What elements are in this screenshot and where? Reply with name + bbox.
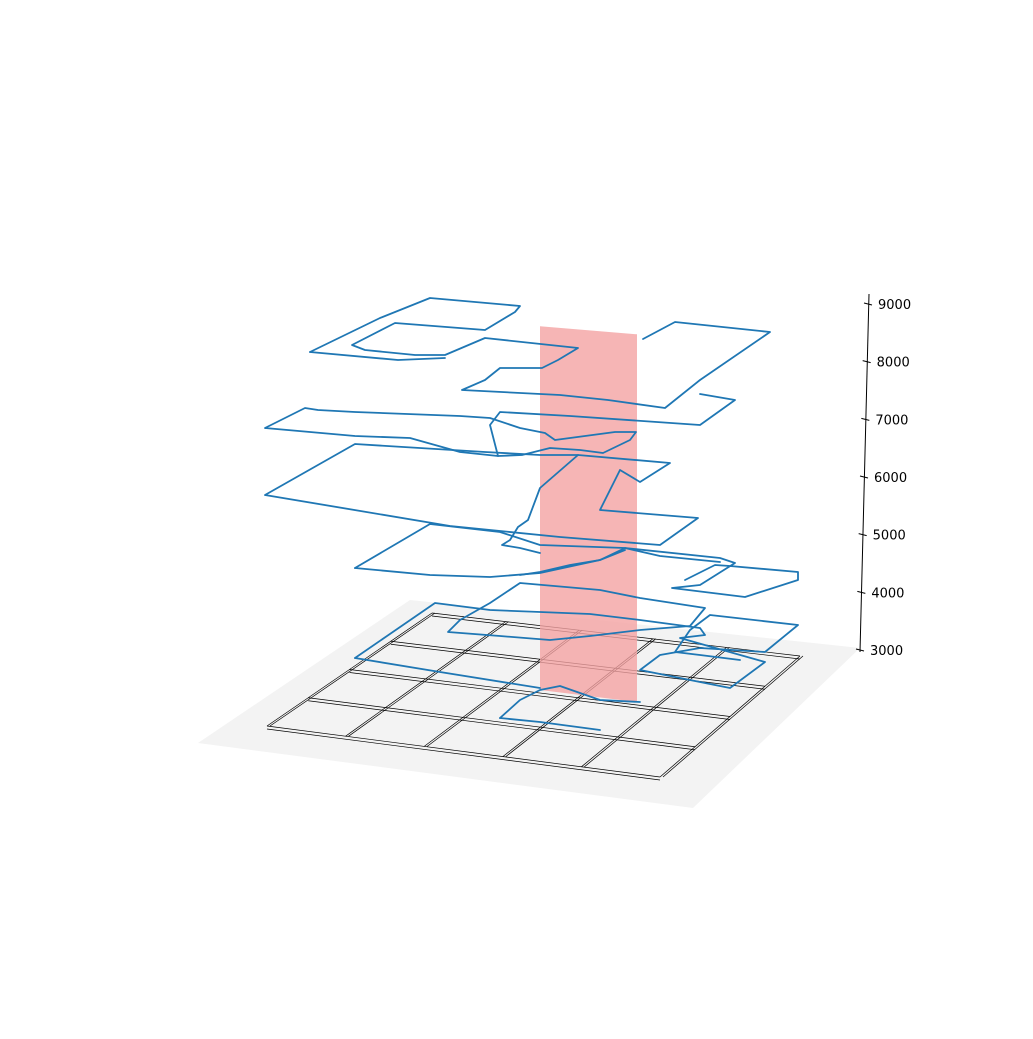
z-tick-mark (855, 648, 865, 652)
series-line-segment (354, 523, 799, 598)
grid-line (269, 612, 436, 727)
z-tick-label: 8000 (877, 356, 910, 371)
z-tick-label: 9000 (878, 298, 911, 313)
series-line-segment (309, 351, 446, 361)
series-line-segment (354, 602, 799, 689)
z-tick-label: 7000 (875, 413, 908, 428)
series-line-segment (447, 582, 706, 641)
series-lines (264, 297, 799, 731)
series-line-segment (489, 393, 736, 457)
grid-line (584, 647, 730, 768)
z-tick-label: 4000 (871, 586, 904, 601)
z-tick-label: 3000 (870, 644, 903, 659)
grid-line (348, 621, 509, 737)
highlight-plane-face (540, 326, 637, 702)
floor-pane (198, 600, 860, 808)
z-axis-line (859, 293, 870, 653)
grid-line (662, 655, 804, 778)
series-line-segment (499, 685, 641, 719)
series-line-segment (264, 443, 699, 546)
grid-line (349, 672, 731, 720)
z-tick-mark (862, 360, 871, 364)
series-line-segment (519, 547, 721, 576)
grid-line (266, 728, 661, 781)
series-line-segment (499, 717, 601, 731)
z-tick-mark (863, 302, 873, 306)
z-tick-mark (857, 590, 866, 594)
grid-line (308, 700, 696, 751)
series-line-segment (354, 657, 541, 689)
floor-plane (198, 600, 860, 808)
z-axis: 3000 4000 5000 6000 7000 8000 9000 (855, 293, 911, 659)
z-tick-label: 6000 (874, 471, 907, 486)
z-tick-mark (859, 475, 869, 479)
grid-line (266, 725, 661, 778)
z-tick-mark (858, 533, 867, 537)
highlight-plane (540, 326, 637, 702)
grid-line (308, 697, 696, 748)
series-line-segment (264, 407, 637, 457)
grid-line (349, 669, 731, 717)
z-tick-mark (861, 417, 870, 421)
series-line-segment (309, 297, 771, 409)
z-tick-label: 5000 (873, 529, 906, 544)
series-line-segment (501, 454, 579, 554)
